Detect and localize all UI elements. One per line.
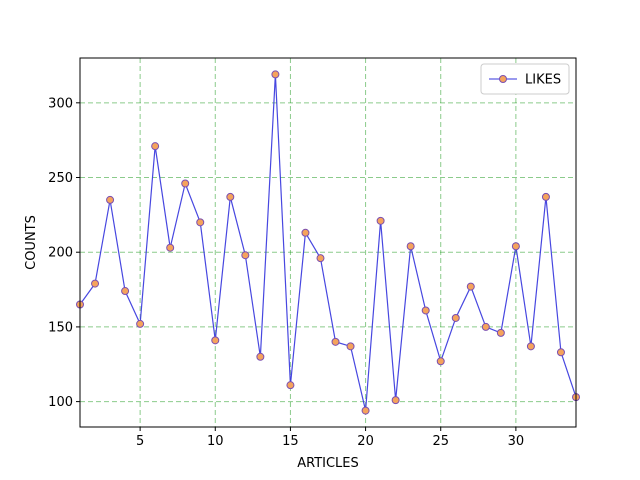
grid [80,58,576,427]
data-point [346,342,355,351]
x-axis: 5 10 15 20 25 30 [136,427,524,449]
data-point [511,242,520,251]
data-point [451,313,460,322]
y-tick-label: 200 [48,246,73,261]
data-point [286,381,295,390]
x-tick-label: 15 [282,434,299,449]
data-point [526,342,535,351]
x-tick-label: 30 [508,434,525,449]
x-axis-label: ARTICLES [297,456,359,471]
data-point [106,195,115,204]
y-tick-label: 150 [48,320,73,335]
y-axis-label: COUNTS [24,215,39,270]
x-tick-label: 25 [432,434,449,449]
y-tick-label: 100 [48,395,73,410]
y-tick-label: 300 [48,96,73,111]
data-point [271,70,280,79]
data-point [406,242,415,251]
series-likes [76,70,580,415]
data-point [331,337,340,346]
x-tick-label: 10 [207,434,224,449]
data-point [196,218,205,227]
x-tick-label: 5 [136,434,144,449]
data-point [436,357,445,366]
y-axis: 100 150 200 250 300 [48,96,80,410]
legend: LIKES [480,63,570,95]
data-point [466,282,475,291]
y-tick-label: 250 [48,171,73,186]
data-point [361,406,370,415]
data-point [556,348,565,357]
data-point [166,243,175,252]
data-point [376,216,385,225]
data-point [226,192,235,201]
data-point [301,228,310,237]
data-point [256,352,265,361]
x-tick-label: 20 [357,434,374,449]
data-point [496,328,505,337]
data-point [211,336,220,345]
data-point [421,306,430,315]
legend-label-likes: LIKES [525,73,561,88]
data-point [241,251,250,260]
data-point [151,142,160,151]
data-point [481,322,490,331]
legend-marker [499,75,507,83]
data-point [391,396,400,405]
data-point [316,254,325,263]
series-line [79,74,577,411]
legend-box [480,63,570,95]
data-point [541,192,550,201]
data-point [136,319,145,328]
data-point [91,279,100,288]
data-point [181,179,190,188]
plot-frame [79,57,577,428]
data-point [121,287,130,296]
